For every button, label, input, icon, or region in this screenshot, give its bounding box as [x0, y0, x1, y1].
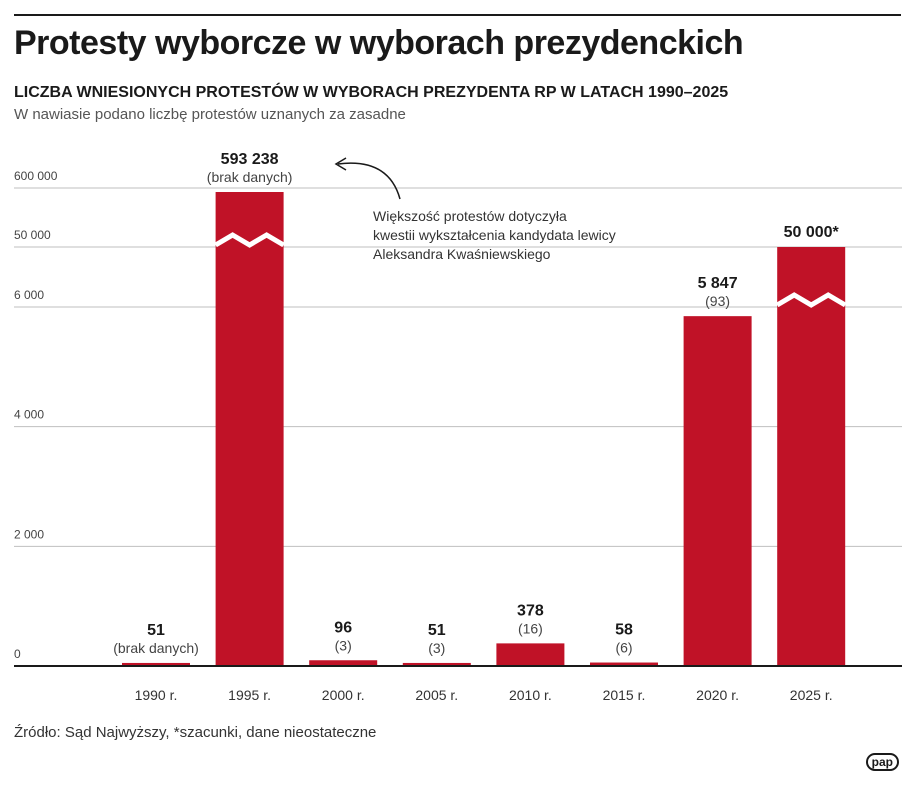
data-sublabel: (16) [518, 620, 543, 636]
data-label: 593 238 [221, 151, 279, 168]
source-note: Źródło: Sąd Najwyższy, *szacunki, dane n… [14, 724, 377, 741]
x-tick-label: 2005 r. [415, 687, 458, 703]
bar [309, 660, 378, 666]
x-tick-label: 1990 r. [135, 687, 178, 703]
x-tick-label: 2025 r. [790, 687, 833, 703]
data-sublabel: (brak danych) [113, 640, 199, 656]
annotation-arrowhead [334, 157, 347, 171]
annotation-arrow [337, 162, 401, 200]
data-label: 50 000* [784, 224, 840, 241]
x-tick-label: 2000 r. [322, 687, 365, 703]
bar [122, 662, 190, 666]
chart-title: Protesty wyborcze w wyborach prezydencki… [14, 24, 744, 62]
data-label: 51 [147, 622, 165, 639]
chart-note: W nawiasie podano liczbę protestów uznan… [14, 106, 406, 123]
y-tick-label: 50 000 [14, 228, 51, 242]
chart-subtitle: LICZBA WNIESIONYCH PROTESTÓW W WYBORACH … [14, 84, 729, 101]
axis-break-mark [775, 292, 847, 308]
x-tick-label: 2020 r. [696, 687, 739, 703]
data-sublabel: (3) [428, 640, 445, 656]
y-tick-label: 4 000 [14, 408, 44, 422]
x-tick-label: 1995 r. [228, 687, 271, 703]
bar [683, 316, 752, 666]
annotation-text: Aleksandra Kwaśniewskiego [373, 246, 551, 262]
top-rule [14, 14, 901, 16]
data-label: 96 [334, 619, 352, 636]
annotation-text: Większość protestów dotyczyła [373, 208, 567, 224]
bar [590, 662, 658, 666]
data-label: 378 [517, 602, 544, 619]
annotation-text: kwestii wykształcenia kandydata lewicy [373, 227, 616, 243]
data-sublabel: (3) [335, 637, 352, 653]
bar [777, 247, 846, 666]
x-tick-label: 2015 r. [603, 687, 646, 703]
bar [496, 643, 565, 666]
data-label: 5 847 [698, 275, 738, 292]
y-tick-label: 600 000 [14, 169, 58, 183]
data-sublabel: (brak danych) [207, 169, 293, 185]
axis-break-mark [214, 232, 285, 248]
y-tick-label: 6 000 [14, 288, 44, 302]
data-sublabel: (93) [705, 293, 730, 309]
x-tick-label: 2010 r. [509, 687, 552, 703]
bar [215, 192, 284, 666]
data-label: 58 [615, 622, 633, 639]
data-sublabel: (6) [615, 640, 632, 656]
pap-logo: pap [865, 753, 899, 771]
data-label: 51 [428, 622, 446, 639]
bar [402, 662, 471, 666]
y-tick-label: 2 000 [14, 527, 44, 541]
y-tick-label: 0 [14, 647, 21, 661]
